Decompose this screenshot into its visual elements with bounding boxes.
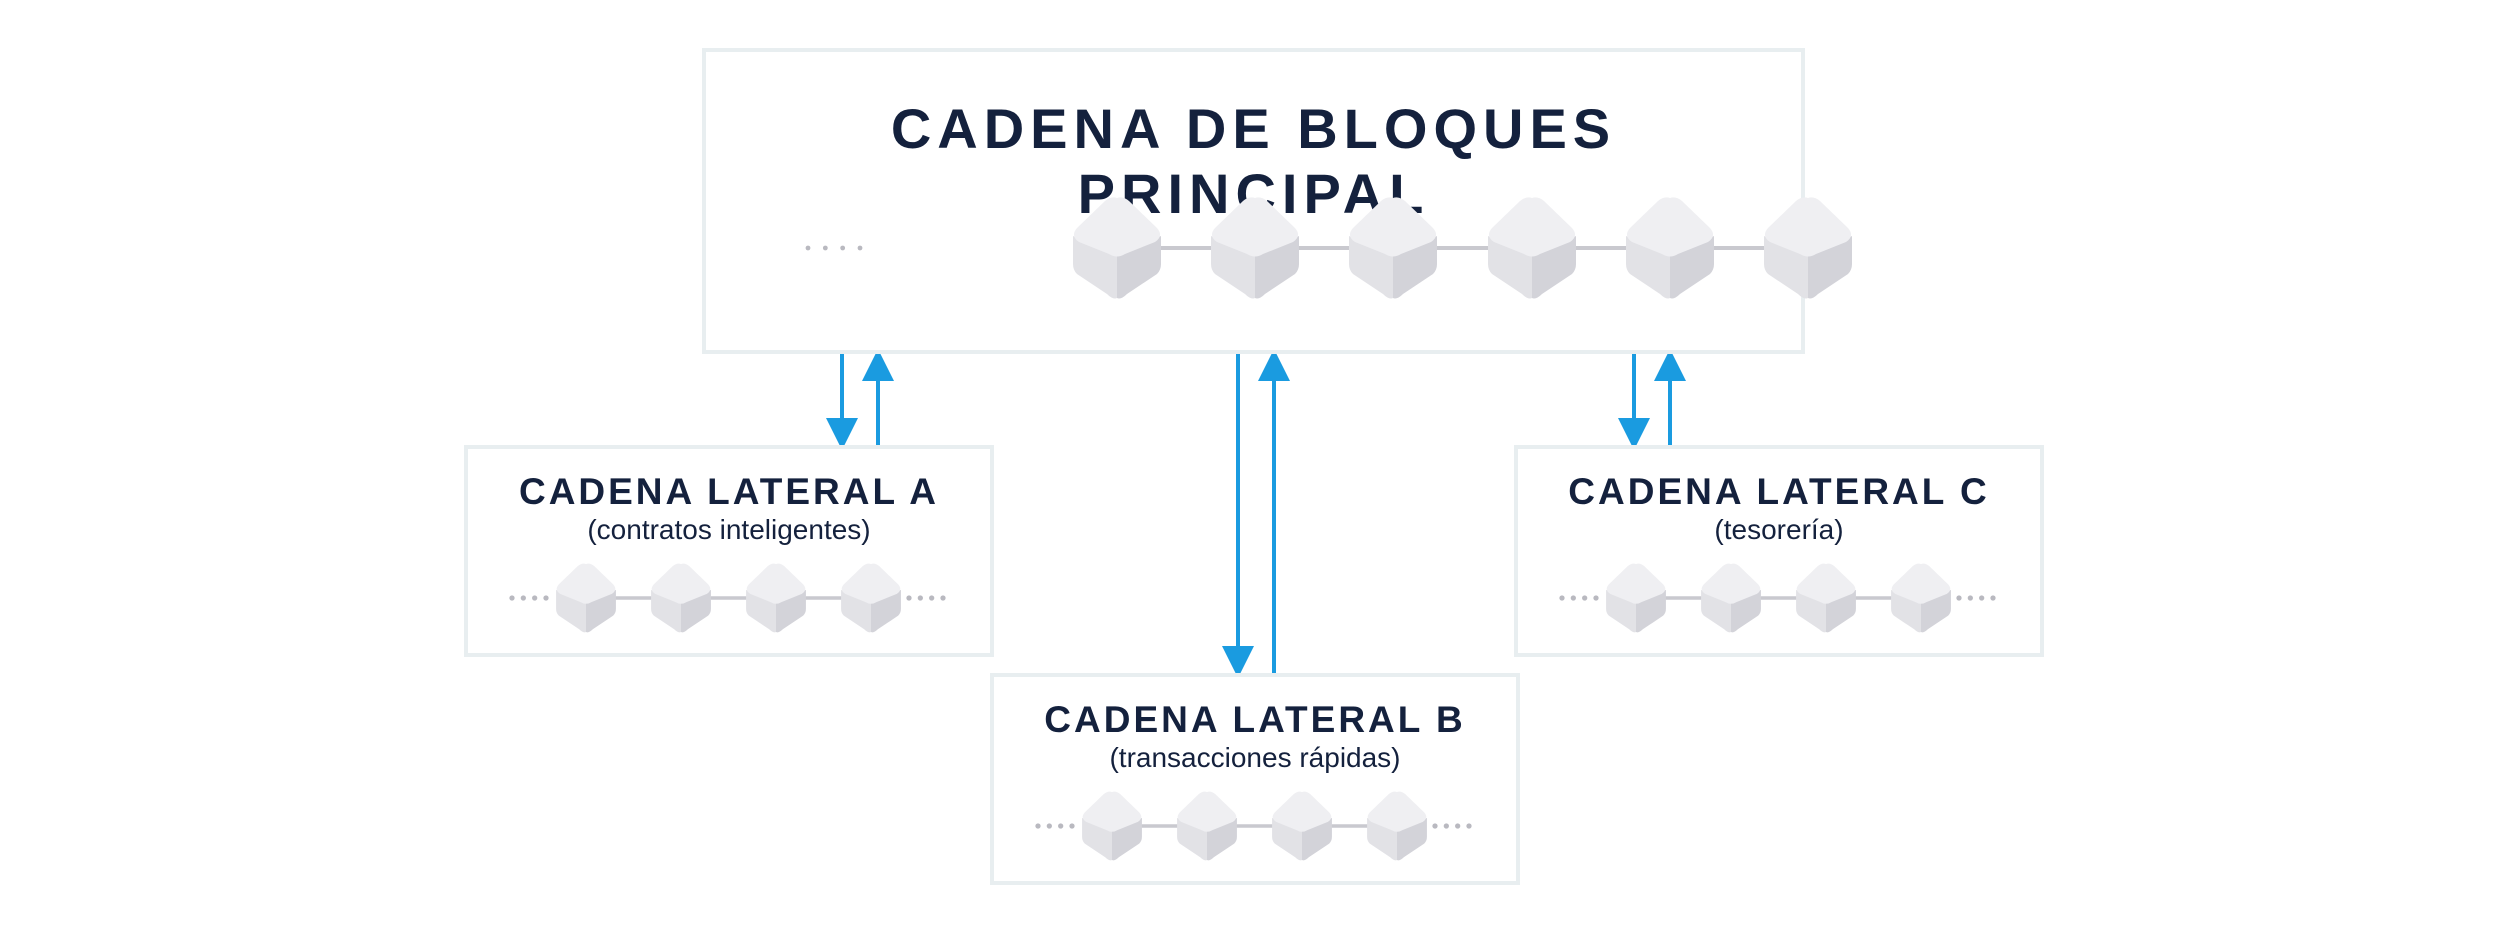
side-chain-b-subtitle: (transacciones rápidas)	[1109, 742, 1401, 773]
dots-right	[1466, 823, 1472, 829]
dots-left	[1570, 595, 1576, 601]
block-cube-icon	[1796, 563, 1856, 633]
dots-left	[520, 595, 526, 601]
dots-right	[1990, 595, 1996, 601]
main-chain-blocks	[805, 197, 1852, 299]
block-cube-icon	[746, 563, 806, 633]
dots-right	[917, 595, 923, 601]
side-chain-a-subtitle: (contratos inteligentes)	[587, 514, 871, 545]
dots-left	[1046, 823, 1052, 829]
dots-left	[822, 245, 828, 251]
dots-left	[1593, 595, 1599, 601]
side-chain-c-box: CADENA LATERAL C (tesorería)	[1514, 445, 2044, 657]
side-chain-a-blocks	[509, 563, 946, 633]
block-cube-icon	[1082, 791, 1142, 861]
block-cube-icon	[1488, 197, 1576, 299]
dots-right	[940, 595, 946, 601]
dots-right	[929, 595, 935, 601]
dots-left	[1069, 823, 1075, 829]
block-cube-icon	[1626, 197, 1714, 299]
block-cube-icon	[1272, 791, 1332, 861]
dots-left	[857, 245, 863, 251]
dots-right	[906, 595, 912, 601]
block-cube-icon	[1764, 197, 1852, 299]
block-cube-icon	[1073, 197, 1161, 299]
dots-right	[1967, 595, 1973, 601]
block-cube-icon	[841, 563, 901, 633]
dots-left	[1058, 823, 1064, 829]
dots-right	[1455, 823, 1461, 829]
main-chain-box: CADENA DE BLOQUES PRINCIPAL	[702, 48, 1852, 354]
block-cube-icon	[1211, 197, 1299, 299]
dots-right	[1979, 595, 1985, 601]
dots-left	[1582, 595, 1588, 601]
side-chain-c-subtitle: (tesorería)	[1714, 514, 1844, 545]
side-chain-b-title: CADENA LATERAL B	[1044, 699, 1466, 740]
side-chain-b-box: CADENA LATERAL B (transacciones rápidas)	[990, 673, 1520, 885]
dots-left	[1035, 823, 1041, 829]
block-cube-icon	[1606, 563, 1666, 633]
side-chain-b-blocks	[1035, 791, 1472, 861]
dots-left	[840, 245, 846, 251]
dots-right	[1443, 823, 1449, 829]
block-cube-icon	[1891, 563, 1951, 633]
block-cube-icon	[1701, 563, 1761, 633]
dots-left	[509, 595, 515, 601]
side-chain-a-title: CADENA LATERAL A	[518, 471, 940, 512]
dots-right	[1432, 823, 1438, 829]
side-chain-c-blocks	[1559, 563, 1996, 633]
block-cube-icon	[1367, 791, 1427, 861]
side-chain-a-box: CADENA LATERAL A (contratos inteligentes…	[464, 445, 994, 657]
dots-left	[805, 245, 811, 251]
dots-left	[1559, 595, 1565, 601]
side-chain-c-title: CADENA LATERAL C	[1568, 471, 1990, 512]
dots-right	[1956, 595, 1962, 601]
block-cube-icon	[556, 563, 616, 633]
block-cube-icon	[651, 563, 711, 633]
block-cube-icon	[1177, 791, 1237, 861]
block-cube-icon	[1349, 197, 1437, 299]
dots-left	[532, 595, 538, 601]
dots-left	[543, 595, 549, 601]
